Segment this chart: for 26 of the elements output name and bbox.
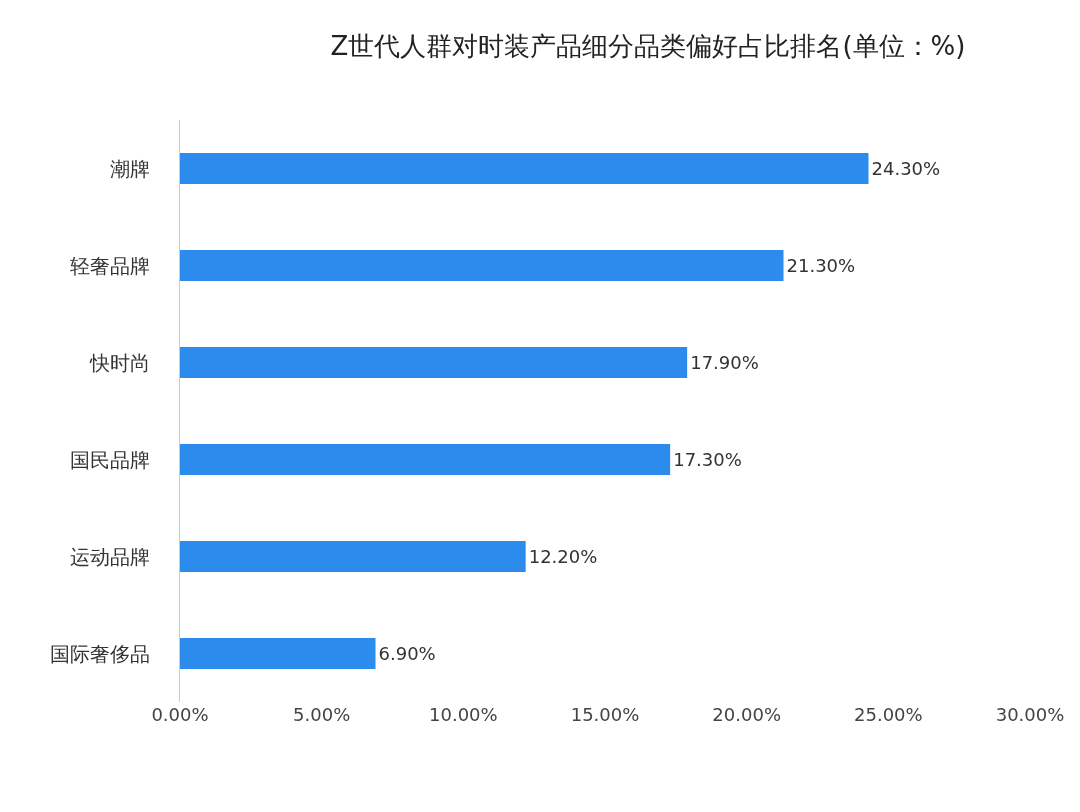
x-tick-label: 0.00% bbox=[151, 704, 209, 725]
y-tick-label: 潮牌 bbox=[110, 156, 150, 181]
bar bbox=[180, 346, 688, 379]
x-tick-label: 25.00% bbox=[854, 704, 923, 725]
data-label: 17.30% bbox=[673, 449, 742, 470]
y-tick-label: 运动品牌 bbox=[70, 544, 150, 569]
data-label: 24.30% bbox=[871, 158, 941, 179]
bar bbox=[180, 637, 376, 670]
y-tick-label: 国际奢侈品 bbox=[50, 641, 150, 666]
bar bbox=[180, 152, 869, 185]
x-tick-label: 5.00% bbox=[293, 704, 351, 725]
bar bbox=[180, 540, 526, 573]
chart-title: Z世代人群对时装产品细分品类偏好占比排名(单位：%) bbox=[330, 30, 966, 61]
data-label: 17.90% bbox=[690, 352, 759, 373]
bar bbox=[180, 249, 784, 282]
y-tick-label: 快时尚 bbox=[89, 350, 150, 375]
bar bbox=[180, 443, 671, 476]
x-tick-label: 15.00% bbox=[570, 704, 640, 725]
x-tick-label: 30.00% bbox=[995, 704, 1065, 725]
x-tick-label: 20.00% bbox=[712, 704, 781, 725]
data-label: 21.30% bbox=[786, 255, 856, 276]
y-tick-label: 轻奢品牌 bbox=[70, 253, 150, 278]
y-tick-label: 国民品牌 bbox=[70, 447, 150, 472]
data-label: 12.20% bbox=[528, 546, 598, 567]
x-tick-label: 10.00% bbox=[429, 704, 498, 725]
data-label: 6.90% bbox=[378, 643, 436, 664]
